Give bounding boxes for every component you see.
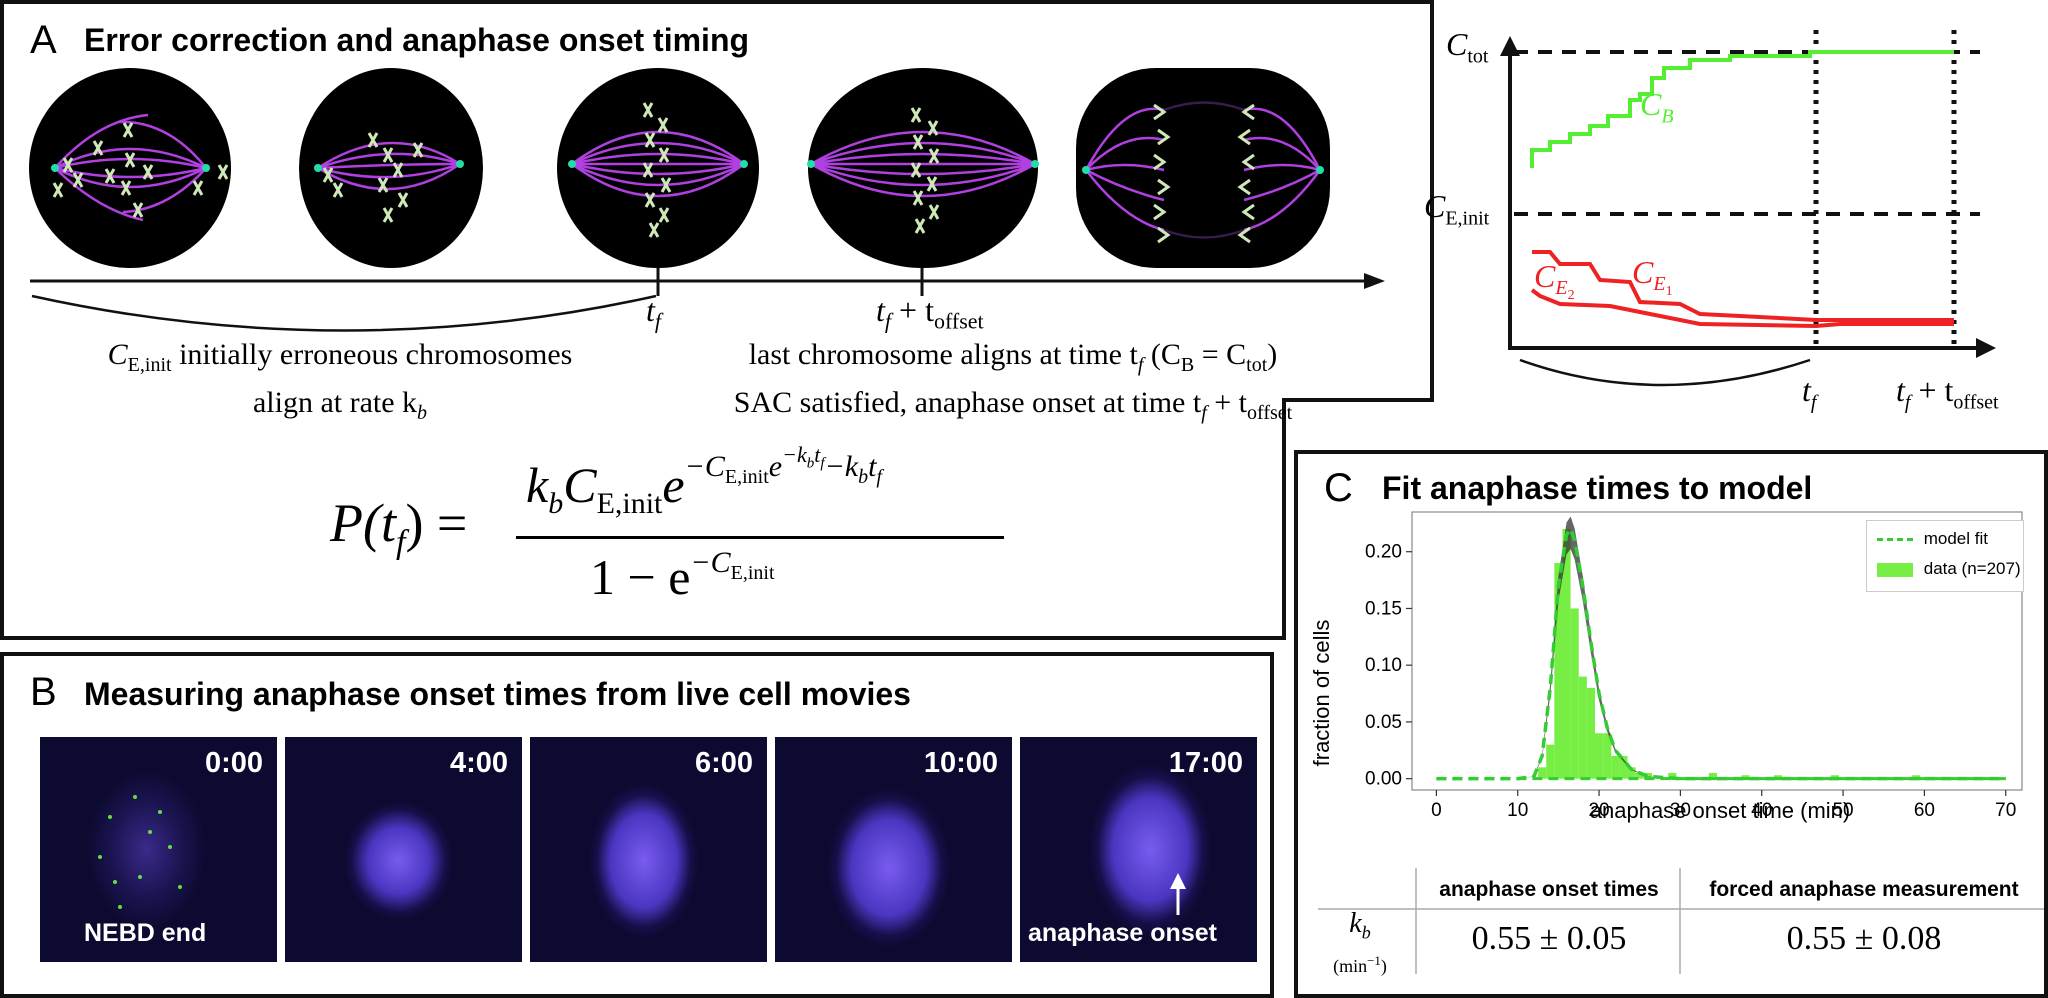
- equation-fraction-bar: [516, 536, 1004, 539]
- legend-data: data (n=207): [1877, 559, 2021, 579]
- histogram-bar: [1538, 767, 1547, 779]
- frame-0-time: 0:00: [204, 747, 263, 779]
- equation: P(tf) = kbCE,inite−CE,inite−kbtf−kbtf 1 …: [330, 442, 1030, 618]
- movie-frame-0: 0:00 NEBD end: [40, 737, 277, 962]
- histogram-bar: [1627, 767, 1636, 779]
- histogram-bar: [1570, 608, 1579, 779]
- histogram-bar: [1643, 772, 1652, 779]
- histogram-bar: [1562, 529, 1571, 779]
- x-tick-label: 30: [1670, 800, 1691, 821]
- y-tick-label: 0.05: [1365, 712, 1402, 733]
- ce1-curve: [1532, 250, 1954, 322]
- histogram-bar: [1741, 775, 1750, 779]
- movie-frame-2: 6:00: [530, 737, 767, 962]
- histogram-bar: [1603, 733, 1612, 779]
- frame-2-time: 6:00: [694, 747, 753, 779]
- ce2-curve: [1530, 288, 1954, 329]
- table-col1-header: anaphase onset times: [1439, 878, 1659, 901]
- x-tick-label: 20: [1588, 800, 1609, 821]
- frame-4-time: 17:00: [1168, 747, 1243, 779]
- model-fit-line: [1436, 525, 2006, 781]
- x-tick-label: 10: [1507, 800, 1528, 821]
- panel-c-letter: C: [1324, 466, 1353, 510]
- equation-lhs: P(tf) =: [330, 493, 468, 561]
- histogram-bar: [1635, 772, 1644, 779]
- histogram-bar: [1708, 772, 1717, 779]
- equation-denominator: 1 − e−CE,init: [590, 546, 775, 605]
- cb-curve: [1530, 50, 1954, 168]
- tick-tf-label: tf: [646, 292, 662, 334]
- cell-cartoon-metaphase: [557, 68, 759, 268]
- ce2-label: CE2: [1534, 258, 1575, 304]
- tick-tf-offset-label: tf + toffset: [876, 292, 984, 334]
- frame-1-time: 4:00: [449, 747, 508, 779]
- right-caption: last chromosome aligns at time tf (CB = …: [733, 338, 1293, 424]
- ce1-label: CE1: [1632, 254, 1673, 300]
- legend-model-fit: model fit: [1877, 529, 1988, 549]
- table-row-label: kb (min−1): [1333, 908, 1387, 976]
- movie-frame-1: 4:00: [285, 737, 522, 962]
- left-caption: CE,init initially erroneous chromosomes …: [107, 338, 573, 424]
- histogram-bar: [1586, 687, 1595, 779]
- movie-frame-4: 17:00 anaphase onset: [1020, 737, 1257, 962]
- cb-label: CB: [1640, 86, 1674, 128]
- panel-c-title: Fit anaphase times to model: [1382, 470, 1813, 506]
- panel-b-letter: B: [30, 670, 57, 714]
- concentration-schematic: [1500, 30, 1996, 387]
- graph-tf-label: tf: [1802, 372, 1817, 414]
- equation-numerator: kbCE,inite−CE,inite−kbtf−kbtf: [526, 442, 882, 520]
- x-tick-label: 70: [1995, 800, 2016, 821]
- histogram-bar: [1619, 755, 1628, 779]
- y-tick-label: 0.20: [1365, 542, 1402, 563]
- y-axis-label: fraction of cells: [1309, 619, 1334, 767]
- frame-3-time: 10:00: [923, 747, 998, 779]
- histogram-bar: [1578, 676, 1587, 779]
- table-val2: 0.55 ± 0.08: [1786, 920, 1942, 957]
- histogram-bar: [1611, 755, 1620, 779]
- anaphase-arrow-icon: [1170, 873, 1186, 915]
- frame-0-label: NEBD end: [84, 919, 207, 947]
- histogram-bar: [1554, 563, 1563, 779]
- cell-cartoon-prometaphase: [29, 68, 231, 268]
- panel-a-title: Error correction and anaphase onset timi…: [84, 22, 750, 58]
- x-axis-label: anaphase onset time (min): [1589, 798, 1851, 823]
- y-tick-label: 0.10: [1365, 655, 1402, 676]
- kb-table-lines: [1318, 868, 2044, 974]
- x-tick-label: 60: [1914, 800, 1935, 821]
- ctot-label: Ctot: [1446, 26, 1489, 68]
- x-tick-label: 50: [1832, 800, 1853, 821]
- ceinit-label: CE,init: [1424, 188, 1490, 230]
- histogram-bar: [1773, 775, 1783, 779]
- cell-cartoon-aligned: [807, 68, 1039, 268]
- y-tick-label: 0.15: [1365, 598, 1402, 619]
- frame-0-signal: [98, 795, 182, 909]
- x-tick-label: 40: [1751, 800, 1772, 821]
- plot-frame: [1411, 511, 2023, 791]
- histogram-bar: [1668, 772, 1677, 779]
- mitosis-cartoons: [29, 68, 1039, 268]
- graph-tfo-label: tf + toffset: [1896, 372, 1999, 414]
- anaphase-histogram: 0 10 20 30 40 50 60 70 0.00 0.05 0.10 0.15 0.20: [1365, 511, 2023, 821]
- histogram-bar: [1546, 744, 1555, 779]
- x-tick-label: 0: [1431, 800, 1442, 821]
- frame-4-label: anaphase onset: [1028, 919, 1217, 947]
- panel-a-letter: A: [30, 18, 57, 62]
- y-tick-label: 0.00: [1365, 769, 1402, 790]
- table-col2-header: forced anaphase measurement: [1709, 878, 2019, 901]
- table-val1: 0.55 ± 0.05: [1471, 920, 1627, 957]
- movie-frame-3: 10:00: [775, 737, 1012, 962]
- panel-b-title: Measuring anaphase onset times from live…: [84, 676, 911, 712]
- cell-cartoon-congression: [299, 68, 483, 268]
- chart-legend: model fit data (n=207): [1866, 520, 2024, 592]
- histogram-bar: [1595, 733, 1604, 779]
- cell-cartoon-anaphase: [1076, 68, 1330, 268]
